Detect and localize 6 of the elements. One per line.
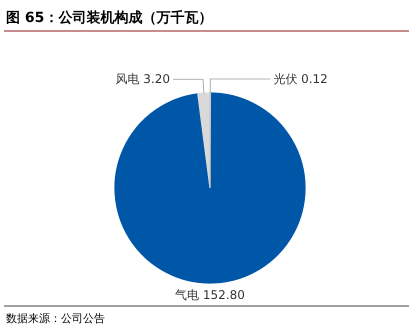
slice-label: 风电 3.20 bbox=[115, 72, 170, 86]
chart-title: 图 65：公司装机构成（万千瓦） bbox=[6, 9, 212, 26]
pie-slice bbox=[114, 92, 306, 284]
slice-label: 光伏 0.12 bbox=[273, 72, 328, 86]
slice-label: 气电 152.80 bbox=[175, 288, 245, 302]
source-note: 数据来源：公司公告 bbox=[6, 312, 105, 325]
